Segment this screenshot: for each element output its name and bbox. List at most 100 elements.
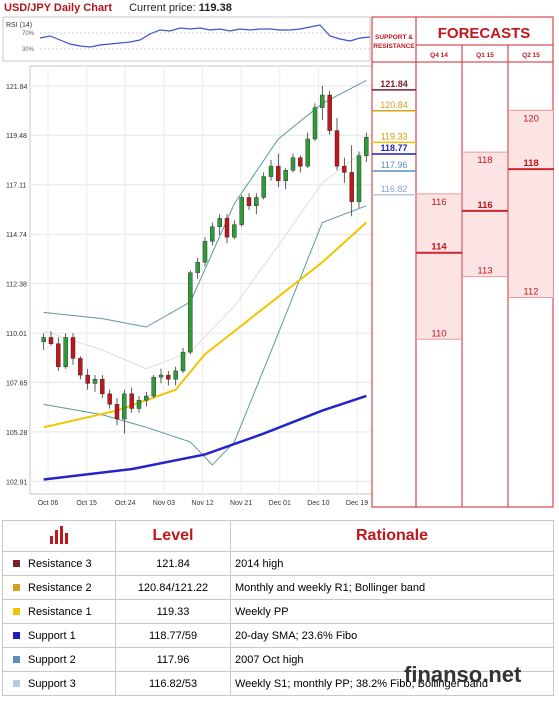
candle-body [364, 137, 369, 156]
forecast-low-value: 112 [523, 286, 538, 297]
candle-body [232, 224, 237, 238]
candle-body [283, 170, 288, 181]
level-name: Support 3 [28, 677, 76, 690]
forecast-range-box [509, 110, 553, 298]
x-tick-label: Nov 12 [191, 500, 213, 507]
level-rationale: 2007 Oct high [230, 647, 554, 672]
candle-body [276, 165, 281, 181]
level-name: Support 1 [28, 629, 76, 642]
candle-body [151, 376, 156, 397]
candle-body [246, 197, 252, 207]
candle-body [254, 197, 259, 207]
sr-level-label: 116.82 [381, 184, 408, 194]
price-value: 119.38 [198, 2, 232, 14]
candle-body [268, 165, 274, 177]
candle-body [327, 94, 332, 131]
y-tick-label: 119.48 [6, 133, 27, 140]
level-value: 117.96 [115, 647, 231, 672]
candle-body [166, 374, 171, 380]
level-value: 121.84 [115, 551, 231, 576]
rationale-header: Rationale [230, 520, 554, 552]
y-tick-label: 114.74 [6, 232, 27, 239]
sr-level-label: 118.77 [380, 143, 407, 153]
table-row: Support 1 118.77/59 20-day SMA; 23.6% Fibo [2, 623, 554, 648]
level-name-cell: Resistance 3 [2, 551, 116, 576]
level-header: Level [115, 520, 231, 552]
forecast-mid-value: 118 [523, 158, 538, 169]
y-tick-label: 117.11 [6, 183, 26, 190]
y-tick-label: 102.91 [6, 479, 28, 486]
forecast-mid-value: 116 [477, 200, 492, 211]
sr-level-label: 120.84 [380, 100, 408, 110]
forecast-range-box [463, 152, 507, 277]
rsi-tick-30: 30% [22, 47, 35, 53]
level-name: Support 2 [28, 653, 76, 666]
candle-body [92, 379, 98, 384]
candle-body [342, 165, 347, 173]
x-tick-label: Dec 01 [269, 500, 291, 507]
sr-header: SUPPORT & RESISTANCE [373, 34, 415, 50]
candle-body [158, 374, 164, 378]
grid [30, 66, 372, 494]
level-name-cell: Resistance 2 [2, 575, 116, 600]
y-tick-label: 107.65 [6, 380, 28, 387]
x-tick-label: Oct 06 [38, 500, 59, 507]
x-tick-label: Dec 19 [346, 500, 368, 507]
level-rationale: 2014 high [230, 551, 554, 576]
bollinger-mid-line [43, 149, 367, 370]
candle-body [129, 393, 134, 409]
level-name: Resistance 2 [28, 581, 92, 594]
candle-body [114, 404, 120, 420]
level-name-cell: Resistance 1 [2, 599, 116, 624]
candle-body [107, 393, 112, 405]
forecast-mid-value: 114 [431, 242, 447, 253]
candle-body [290, 157, 296, 171]
candle-body [298, 157, 303, 167]
x-tick-label: Oct 15 [76, 500, 97, 507]
bar-chart-icon [50, 525, 68, 544]
forecast-high-value: 116 [431, 197, 446, 208]
forecast-low-value: 110 [431, 328, 446, 339]
level-rationale: Weekly PP [230, 599, 554, 624]
forecast-column-label: Q2 15 [522, 52, 540, 59]
candle-body [356, 155, 362, 202]
sr-levels: 121.84 120.84 119.33 118.77 117.96 116.82 [372, 79, 416, 196]
candle-body [188, 272, 193, 353]
candle-body [210, 226, 215, 242]
candle-body [100, 379, 105, 395]
candle-body [70, 337, 76, 359]
candle-body [305, 138, 310, 167]
level-value: 120.84/121.22 [115, 575, 231, 600]
watermark-text: finanso.net [404, 662, 522, 687]
candle-body [224, 218, 230, 238]
table-row: Resistance 2 120.84/121.22 Monthly and wee… [2, 575, 554, 600]
rsi-panel [2, 16, 371, 62]
level-rationale: Weekly S1; monthly PP; 38.2% Fibo; Bolli… [230, 671, 554, 696]
candle-body [320, 94, 325, 108]
y-tick-label: 110.01 [6, 331, 27, 338]
x-tick-label: Dec 10 [307, 500, 329, 507]
candle-body [312, 107, 318, 140]
level-rationale: 20-day SMA; 23.6% Fibo [230, 623, 554, 648]
sr-level-label: 117.96 [381, 160, 408, 170]
level-color-swatch [13, 560, 20, 568]
forecast-low-value: 113 [477, 266, 492, 277]
chart-title: USD/JPY Daily Chart [4, 2, 113, 14]
sr-level-label: 119.33 [381, 131, 408, 141]
level-value: 118.77/59 [115, 623, 231, 648]
x-tick-label: Oct 24 [115, 500, 136, 507]
table-icon-cell [2, 520, 116, 552]
level-color-swatch [13, 584, 20, 592]
candle-body [63, 337, 68, 367]
candle-body [122, 393, 127, 420]
level-rationale: Monthly and weekly R1; Bollinger band [230, 575, 554, 600]
candle-body [334, 130, 340, 167]
table-row: Support 3 116.82/53 Weekly S1; monthly PP;… [2, 671, 554, 696]
y-axis: 121.84 119.48 117.11 114.74 112.38 110.01 107.… [6, 84, 28, 487]
level-name-cell: Support 3 [2, 671, 116, 696]
sma200-line [43, 394, 367, 481]
forecasts-title: FORECASTS [438, 25, 531, 42]
rsi-line [39, 24, 371, 48]
y-tick-label: 105.28 [6, 430, 28, 437]
sr-level-label: 121.84 [380, 79, 408, 89]
